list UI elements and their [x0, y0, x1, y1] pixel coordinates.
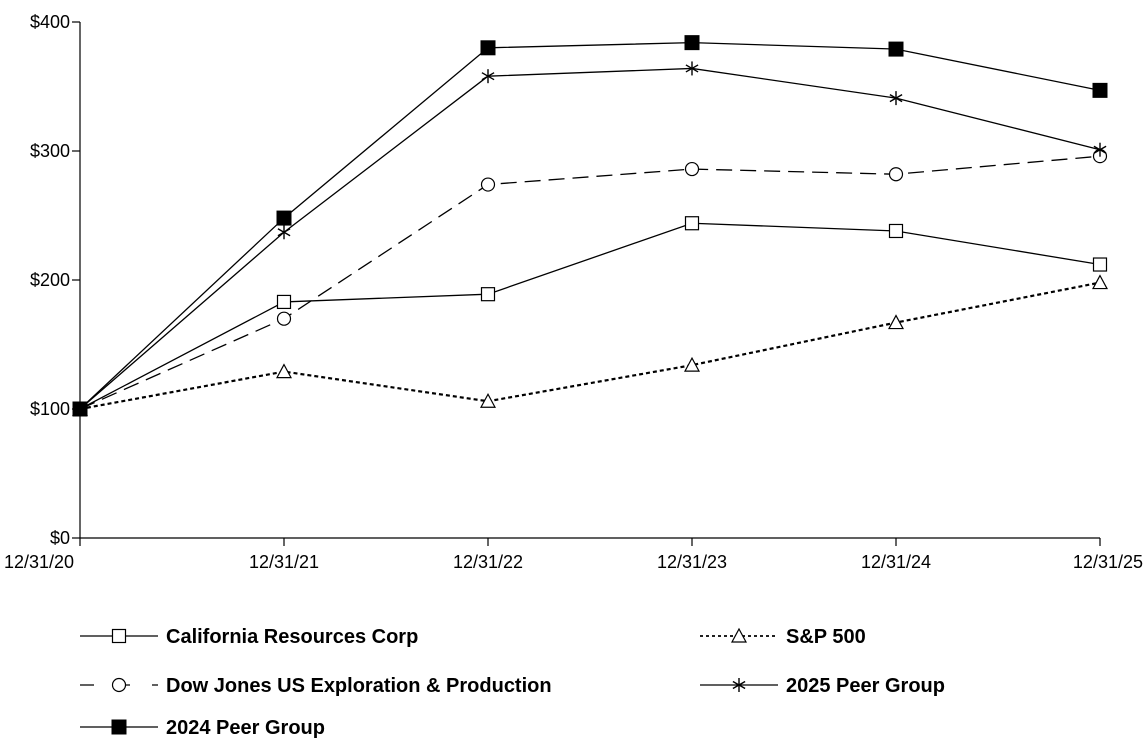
- series-line-1: [79, 222, 1101, 410]
- series-line-4: [79, 67, 1101, 410]
- series-lines: [79, 41, 1101, 411]
- legend-item-2: S&P 500: [700, 626, 866, 648]
- series-line-5: [79, 41, 1101, 410]
- legend-marker: [111, 677, 127, 693]
- series-5-point: [1092, 82, 1108, 98]
- x-tick-label: 12/31/25: [1073, 552, 1143, 572]
- series-4-point: [889, 91, 903, 106]
- series-3-point: [276, 311, 292, 326]
- legend-label: Dow Jones US Exploration & Production: [166, 675, 552, 697]
- x-tick-label: 12/31/22: [453, 552, 523, 572]
- x-tick-label: 12/31/23: [657, 552, 727, 572]
- legend: California Resources Corp S&P 500 Dow Jone…: [80, 626, 945, 738]
- series-3-point: [480, 177, 496, 192]
- series-line-3: [79, 155, 1101, 410]
- series-markers: [71, 35, 1109, 417]
- series-5-point: [684, 35, 700, 51]
- series-5-point: [888, 41, 904, 57]
- y-tick-label: $100: [30, 399, 70, 419]
- legend-item-4: 2025 Peer Group: [700, 675, 945, 697]
- series-4-point: [1093, 142, 1107, 157]
- series-2-point: [479, 392, 497, 408]
- x-tick-label: 12/31/24: [861, 552, 931, 572]
- series-line-2: [79, 281, 1101, 411]
- legend-label: 2025 Peer Group: [786, 675, 945, 697]
- legend-marker: [732, 678, 746, 692]
- y-tick-label: $400: [30, 12, 70, 32]
- axes: $0 $100 $200 $300 $400 12/31/20 12/31/21 12/31/…: [4, 12, 1143, 572]
- x-tick-label: 12/31/21: [249, 552, 319, 572]
- legend-item-3: Dow Jones US Exploration & Production: [80, 675, 552, 697]
- legend-label: 2024 Peer Group: [166, 717, 325, 738]
- series-5-point: [480, 40, 496, 56]
- series-1-point: [1092, 257, 1108, 272]
- series-1-point: [888, 223, 904, 239]
- series-4-point: [481, 69, 495, 84]
- series-4-point: [685, 61, 699, 76]
- series-2-point: [1091, 274, 1109, 290]
- legend-marker: [111, 719, 127, 735]
- x-tick-label: 12/31/20: [4, 552, 74, 572]
- legend-item-1: California Resources Corp: [80, 626, 418, 648]
- legend-marker: [111, 628, 127, 644]
- legend-marker: [730, 627, 748, 643]
- series-3-point: [684, 161, 700, 177]
- series-1-point: [480, 287, 496, 302]
- legend-label: California Resources Corp: [166, 626, 418, 648]
- y-tick-label: $0: [50, 528, 70, 548]
- series-4-point: [277, 225, 291, 240]
- series-3-point: [888, 167, 904, 182]
- y-tick-label: $200: [30, 270, 70, 290]
- series-2-point: [683, 356, 701, 372]
- series-1-point: [684, 216, 700, 231]
- legend-label: S&P 500: [786, 626, 866, 648]
- legend-item-5: 2024 Peer Group: [80, 717, 325, 738]
- series-1-point: [276, 294, 292, 310]
- y-tick-label: $300: [30, 141, 70, 161]
- series-2-point: [887, 314, 905, 330]
- series-5-point: [276, 210, 292, 226]
- series-2-point: [275, 363, 293, 379]
- series-5-point: [72, 401, 88, 417]
